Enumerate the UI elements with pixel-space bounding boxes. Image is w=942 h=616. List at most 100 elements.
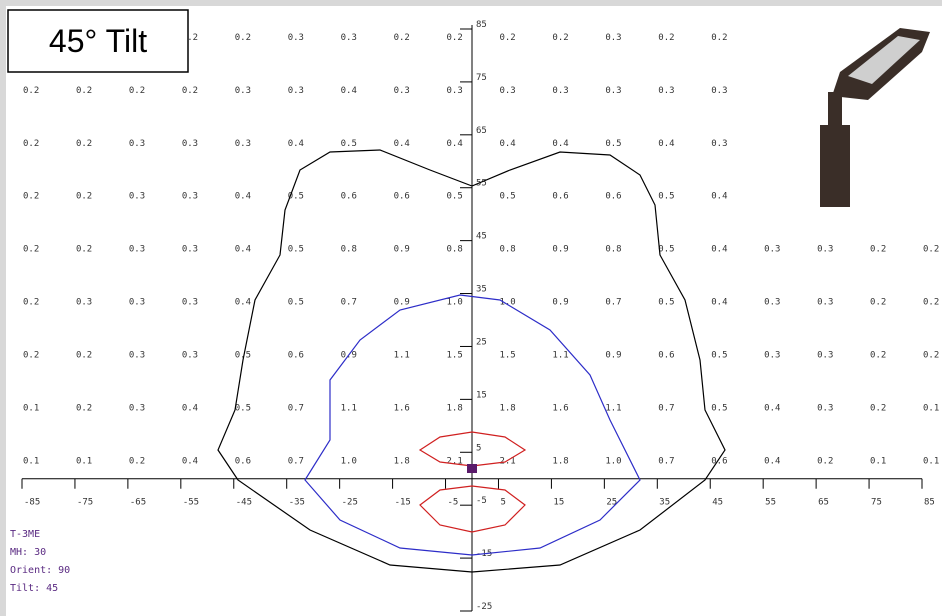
value-label: 1.0	[447, 298, 463, 308]
x-tick-label: 55	[765, 498, 776, 508]
value-label: 0.3	[605, 86, 621, 96]
value-label: 0.9	[394, 298, 410, 308]
y-tick-label: 5	[476, 443, 481, 453]
pole-image	[760, 10, 942, 210]
value-label: 0.1	[23, 456, 39, 466]
value-label: 0.2	[76, 350, 92, 360]
value-label: 0.3	[499, 86, 515, 96]
value-label: 0.2	[447, 33, 463, 43]
x-tick-label: -65	[130, 498, 146, 508]
value-label: 1.8	[499, 403, 515, 413]
value-label: 1.1	[552, 350, 568, 360]
value-label: 0.5	[711, 350, 727, 360]
value-label: 0.3	[288, 86, 304, 96]
value-label: 0.6	[711, 456, 727, 466]
value-label: 0.3	[764, 350, 780, 360]
value-label: 0.1	[923, 456, 939, 466]
value-label: 0.4	[711, 298, 727, 308]
note: T-3ME	[10, 529, 40, 540]
value-label: 0.1	[76, 456, 92, 466]
value-label: 0.4	[499, 139, 515, 149]
value-label: 0.3	[235, 139, 251, 149]
value-label: 0.8	[341, 245, 357, 255]
value-label: 0.4	[235, 245, 251, 255]
contour-outer	[217, 149, 726, 573]
value-label: 0.6	[658, 350, 674, 360]
value-label: 0.3	[394, 86, 410, 96]
notes: T-3ME MH: 30 Orient: 90 Tilt: 45	[10, 529, 70, 594]
value-label: 0.9	[552, 245, 568, 255]
value-label: 0.2	[658, 33, 674, 43]
value-label: 0.8	[447, 245, 463, 255]
value-label: 0.9	[552, 298, 568, 308]
value-label: 0.5	[288, 298, 304, 308]
value-label: 0.5	[341, 139, 357, 149]
value-label: 0.3	[552, 86, 568, 96]
value-label: 0.6	[235, 456, 251, 466]
value-label: 0.2	[870, 298, 886, 308]
y-tick-label: 25	[476, 337, 487, 347]
value-label: 0.5	[711, 403, 727, 413]
value-label: 0.7	[658, 456, 674, 466]
x-tick-label: -35	[289, 498, 305, 508]
value-label: 2.1	[499, 456, 515, 466]
value-label: 0.5	[658, 192, 674, 202]
value-label: 0.2	[23, 298, 39, 308]
value-label: 0.5	[658, 298, 674, 308]
value-label: 0.1	[923, 403, 939, 413]
value-label: 0.4	[182, 456, 198, 466]
note: Tilt: 45	[10, 583, 58, 594]
value-label: 0.4	[711, 192, 727, 202]
value-label: 1.1	[394, 350, 410, 360]
note: Orient: 90	[10, 565, 70, 576]
title-box	[7, 9, 189, 73]
value-label: 0.2	[923, 350, 939, 360]
value-label: 0.3	[182, 139, 198, 149]
value-label: 1.6	[552, 403, 568, 413]
value-label: 0.1	[870, 456, 886, 466]
value-label: 0.2	[129, 86, 145, 96]
value-label: 0.2	[923, 245, 939, 255]
x-tick-label: -45	[236, 498, 252, 508]
value-label: 0.3	[182, 350, 198, 360]
x-tick-label: 45	[712, 498, 723, 508]
value-label: 0.3	[341, 33, 357, 43]
value-label: 1.5	[499, 350, 515, 360]
value-label: 0.3	[129, 192, 145, 202]
y-tick-label: 85	[476, 20, 487, 30]
value-label: 0.3	[764, 245, 780, 255]
value-label: 0.3	[129, 350, 145, 360]
value-label: 0.3	[817, 245, 833, 255]
value-label: 1.0	[341, 456, 357, 466]
x-tick-label: 15	[553, 498, 564, 508]
value-label: 0.2	[76, 403, 92, 413]
value-label: 0.5	[447, 192, 463, 202]
contour-middle	[304, 294, 641, 556]
value-label: 0.3	[711, 139, 727, 149]
x-tick-label: 5	[500, 498, 505, 508]
value-label: 0.9	[394, 245, 410, 255]
value-label: 0.2	[499, 33, 515, 43]
luminaire-position	[467, 464, 477, 473]
value-label: 0.3	[817, 298, 833, 308]
value-label: 0.2	[182, 33, 198, 43]
value-label: 0.2	[870, 350, 886, 360]
value-label: 1.1	[605, 403, 621, 413]
value-label: 0.2	[711, 33, 727, 43]
y-tick-label: 15	[476, 390, 487, 400]
value-label: 0.4	[711, 245, 727, 255]
value-label: 2.1	[447, 456, 463, 466]
x-tick-label: 25	[606, 498, 617, 508]
value-label: 1.8	[394, 456, 410, 466]
value-label: 0.7	[341, 298, 357, 308]
value-label: 0.3	[129, 139, 145, 149]
value-label: 0.5	[288, 245, 304, 255]
value-label: 1.6	[394, 403, 410, 413]
value-label: 0.2	[394, 33, 410, 43]
value-label: 0.2	[23, 350, 39, 360]
value-label: 0.3	[711, 86, 727, 96]
value-label: 0.4	[552, 139, 568, 149]
value-label: 0.3	[658, 86, 674, 96]
top-border	[0, 0, 942, 6]
